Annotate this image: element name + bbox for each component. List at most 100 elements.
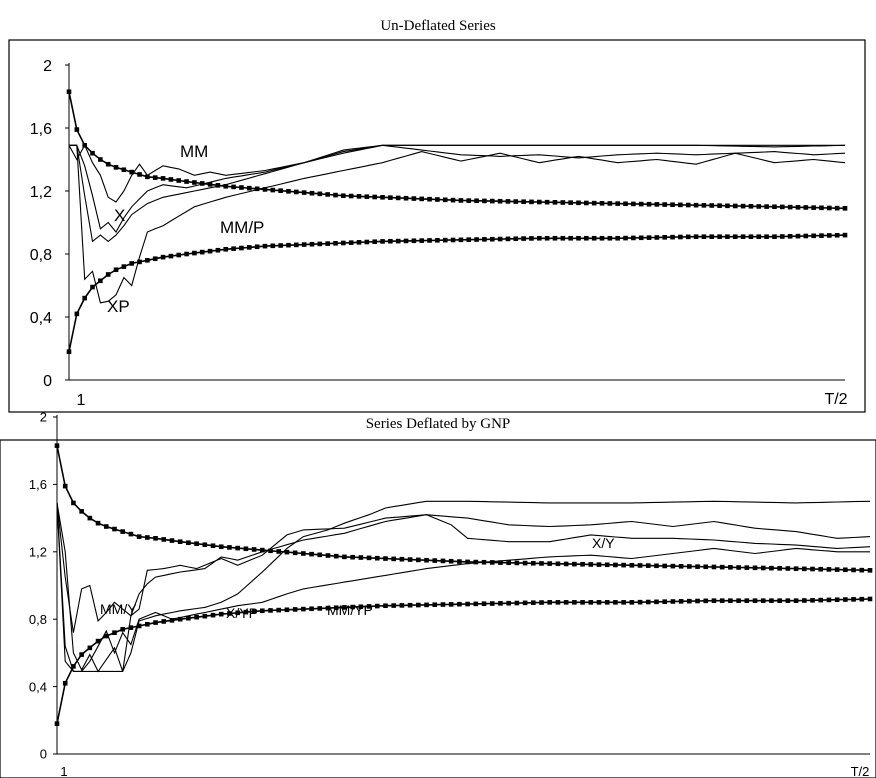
data-point bbox=[772, 234, 777, 239]
data-point bbox=[568, 235, 573, 241]
data-point bbox=[505, 236, 511, 242]
data-point bbox=[292, 550, 298, 556]
data-point bbox=[403, 195, 409, 201]
y-tick-label: 0,4 bbox=[29, 679, 47, 694]
data-point bbox=[802, 566, 807, 572]
y-tick-label: 0 bbox=[43, 373, 52, 390]
series-line bbox=[56, 502, 871, 673]
data-point bbox=[779, 234, 785, 239]
data-point bbox=[728, 565, 733, 570]
data-point bbox=[670, 234, 675, 240]
data-point bbox=[497, 236, 503, 242]
data-point bbox=[341, 193, 346, 199]
data-point bbox=[66, 89, 72, 95]
data-point bbox=[859, 567, 865, 573]
data-point bbox=[399, 603, 405, 608]
data-point bbox=[169, 618, 175, 623]
data-point bbox=[568, 200, 573, 205]
data-point bbox=[458, 237, 464, 243]
data-point bbox=[239, 245, 244, 251]
data-point bbox=[129, 169, 135, 175]
data-point bbox=[419, 196, 425, 202]
data-point bbox=[243, 546, 249, 552]
data-point bbox=[584, 235, 589, 241]
data-point bbox=[591, 235, 597, 241]
data-point bbox=[703, 598, 709, 604]
data-point bbox=[136, 534, 142, 539]
data-point bbox=[552, 235, 558, 241]
data-point bbox=[826, 567, 832, 572]
data-point bbox=[834, 205, 840, 211]
data-point bbox=[777, 598, 782, 603]
data-point bbox=[448, 602, 454, 607]
data-point bbox=[411, 196, 417, 201]
data-point bbox=[701, 203, 707, 208]
series-line bbox=[56, 502, 870, 672]
y-tick-label: 1,2 bbox=[30, 184, 52, 201]
data-point bbox=[186, 540, 191, 546]
data-point bbox=[251, 609, 257, 614]
data-point bbox=[748, 234, 754, 239]
data-point bbox=[531, 600, 536, 605]
data-point bbox=[366, 604, 372, 609]
data-point bbox=[95, 520, 101, 526]
y-tick-label: 1,6 bbox=[30, 121, 52, 138]
data-point bbox=[416, 557, 421, 563]
data-point bbox=[701, 234, 707, 239]
data-point bbox=[176, 178, 182, 183]
data-point bbox=[71, 500, 76, 506]
data-point bbox=[588, 600, 594, 605]
data-point bbox=[202, 613, 208, 619]
data-point bbox=[645, 599, 651, 605]
series-annotation: MM bbox=[180, 142, 208, 161]
data-point bbox=[153, 620, 158, 625]
data-point bbox=[207, 182, 213, 187]
data-point bbox=[383, 556, 388, 561]
data-point bbox=[662, 599, 667, 604]
data-point bbox=[818, 597, 824, 603]
data-point bbox=[262, 243, 268, 249]
data-point bbox=[803, 233, 809, 239]
data-point bbox=[301, 551, 306, 556]
series-annotation: MM/YP bbox=[327, 602, 373, 618]
data-point bbox=[599, 235, 605, 241]
data-point bbox=[576, 200, 581, 206]
data-point bbox=[184, 179, 189, 184]
chart-deflated-by-gnp: Series Deflated by GNP 0 0,4 0,8 1,2 1,6 2 1 T/… bbox=[0, 410, 876, 778]
data-point bbox=[529, 199, 534, 205]
data-point bbox=[576, 235, 581, 241]
data-point bbox=[607, 235, 613, 241]
data-point bbox=[736, 598, 741, 603]
data-point bbox=[842, 206, 848, 211]
data-point bbox=[278, 243, 283, 248]
data-point bbox=[473, 559, 479, 565]
data-point bbox=[87, 515, 93, 521]
data-point bbox=[769, 598, 774, 603]
data-point bbox=[90, 150, 95, 156]
data-point bbox=[717, 203, 722, 208]
data-point bbox=[177, 539, 183, 544]
data-point bbox=[584, 200, 589, 206]
data-point bbox=[482, 237, 487, 242]
data-point bbox=[442, 197, 448, 203]
data-point bbox=[474, 237, 479, 242]
data-point bbox=[168, 253, 174, 259]
data-point bbox=[599, 200, 605, 206]
data-point bbox=[424, 602, 429, 608]
data-point bbox=[416, 602, 421, 608]
data-point bbox=[531, 560, 536, 566]
data-point bbox=[580, 600, 585, 605]
data-point bbox=[301, 242, 307, 247]
data-point bbox=[693, 234, 699, 239]
data-point bbox=[450, 197, 456, 203]
data-point bbox=[819, 233, 824, 238]
data-point bbox=[638, 201, 644, 207]
data-point bbox=[466, 237, 472, 242]
series-annotation: MM/P bbox=[220, 218, 264, 237]
data-point bbox=[457, 601, 462, 607]
data-point bbox=[374, 603, 380, 609]
data-point bbox=[521, 199, 526, 205]
data-point bbox=[481, 601, 487, 606]
data-point bbox=[380, 195, 385, 200]
data-point bbox=[407, 602, 413, 608]
